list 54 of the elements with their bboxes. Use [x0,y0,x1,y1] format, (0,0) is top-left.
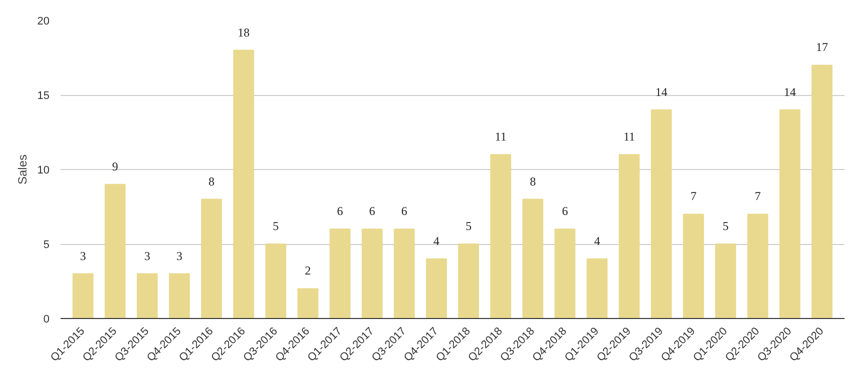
data-label: 3 [176,248,182,263]
bar [747,214,768,318]
y-tick-label: 10 [37,164,50,176]
data-label: 6 [401,204,408,218]
bar [650,109,672,318]
data-label: 7 [690,189,696,204]
bar [168,273,190,318]
data-label: 4 [433,234,440,248]
data-label: 6 [369,204,376,218]
bar [683,214,704,318]
y-tick-label: 20 [37,16,50,28]
data-label: 7 [754,189,761,204]
bar [618,154,640,318]
data-label: 3 [144,248,150,263]
data-label: 6 [337,204,344,218]
y-tick-label: 0 [43,314,50,326]
data-label: 5 [272,219,279,233]
data-label: 18 [238,25,250,40]
bar [201,198,222,318]
data-label: 14 [655,84,668,99]
bar [812,64,832,318]
data-label: 9 [112,159,118,174]
data-label: 5 [722,219,729,233]
data-label: 4 [594,234,600,248]
bar [362,228,383,318]
bar [426,258,447,318]
bar [72,273,94,318]
data-label: 3 [80,248,86,263]
y-tick-label: 5 [43,239,50,251]
data-label: 8 [530,174,536,188]
bar [233,50,254,318]
bar [104,184,126,318]
y-tick-label: 15 [37,90,50,102]
bar [522,198,544,318]
bar [458,244,480,318]
bar [554,228,576,318]
y-axis-title: Sales [15,154,30,185]
bar [779,109,800,318]
bar [297,288,318,318]
bar [586,258,608,318]
bar [394,228,415,318]
bar [490,154,512,318]
bar [715,244,736,318]
data-label: 11 [494,130,506,144]
bar [330,228,350,318]
bar [136,273,158,318]
data-label: 6 [562,204,568,218]
data-label: 8 [208,174,215,188]
data-label: 14 [784,84,796,99]
bar [265,244,286,318]
data-label: 5 [466,219,472,233]
data-label: 17 [816,40,828,54]
data-label: 11 [623,130,636,144]
data-label: 2 [304,264,311,278]
